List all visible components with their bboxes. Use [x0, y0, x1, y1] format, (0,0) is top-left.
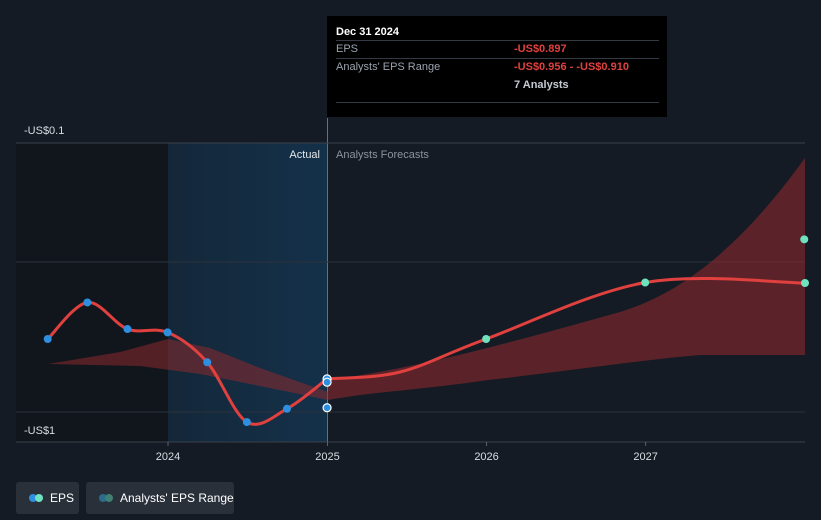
- tooltip-range-value: -US$0.956 - -US$0.910: [514, 61, 629, 73]
- forecast-point-0: [482, 335, 491, 344]
- tooltip-point-2: [322, 403, 332, 413]
- tooltip-eps-label: EPS: [336, 43, 359, 55]
- tooltip-date: Dec 31 2024: [336, 26, 399, 38]
- data-points: [43, 235, 809, 427]
- past-band: [16, 143, 168, 442]
- x-tick-2025: 2025: [315, 451, 339, 463]
- eps-legend-icon: [29, 494, 43, 502]
- legend-eps-label: EPS: [50, 491, 75, 505]
- tooltip-divider: [336, 102, 659, 103]
- eps-point-4: [203, 358, 212, 367]
- eps-point-6: [282, 404, 291, 413]
- x-tick-2024: 2024: [156, 451, 180, 463]
- axis-labels: -US$0.1 -US$1 2024 2025 2026 2027 Actual Analys…: [24, 125, 658, 463]
- chart-bands: [16, 118, 328, 442]
- legend-eps[interactable]: EPS: [16, 482, 79, 514]
- tooltip-eps-row: EPS -US$0.897: [336, 40, 659, 58]
- forecast-point-1: [641, 278, 650, 287]
- forecast-point-end: [801, 279, 809, 287]
- x-tick-2026: 2026: [474, 451, 498, 463]
- actual-label: Actual: [289, 149, 320, 161]
- legend-range-label: Analysts' EPS Range: [120, 491, 234, 505]
- eps-forecast-line: [326, 276, 806, 381]
- historical-range-area: [48, 339, 328, 400]
- tooltip: Dec 31 2024 EPS -US$0.897 Analysts' EPS …: [327, 16, 667, 117]
- y-tick-top: -US$0.1: [24, 125, 64, 137]
- eps-point-2: [123, 325, 132, 334]
- legend-range[interactable]: Analysts' EPS Range: [86, 482, 234, 514]
- eps-point-5: [242, 418, 251, 427]
- forecast-point-2: [800, 235, 809, 244]
- forecast-label: Analysts Forecasts: [336, 149, 429, 161]
- forecast-range-area: [328, 158, 805, 400]
- tooltip-point-1: [322, 377, 332, 387]
- tooltip-analysts-row: 7 Analysts: [336, 76, 659, 94]
- x-tick-2027: 2027: [633, 451, 657, 463]
- eps-point-1: [83, 298, 92, 307]
- eps-lines: [46, 276, 806, 426]
- grid-lines: [16, 142, 805, 443]
- y-tick-bottom: -US$1: [24, 425, 55, 437]
- tooltip-range-row: Analysts' EPS Range -US$0.956 - -US$0.91…: [336, 58, 659, 76]
- tooltip-range-label: Analysts' EPS Range: [336, 61, 441, 73]
- eps-point-3: [163, 328, 172, 337]
- range-legend-icon: [99, 494, 113, 502]
- tooltip-eps-value: -US$0.897: [514, 43, 567, 55]
- eps-actual-line: [46, 300, 328, 426]
- tooltip-analysts: 7 Analysts: [514, 79, 569, 91]
- eps-point-0: [43, 335, 52, 344]
- range-areas: [48, 158, 805, 400]
